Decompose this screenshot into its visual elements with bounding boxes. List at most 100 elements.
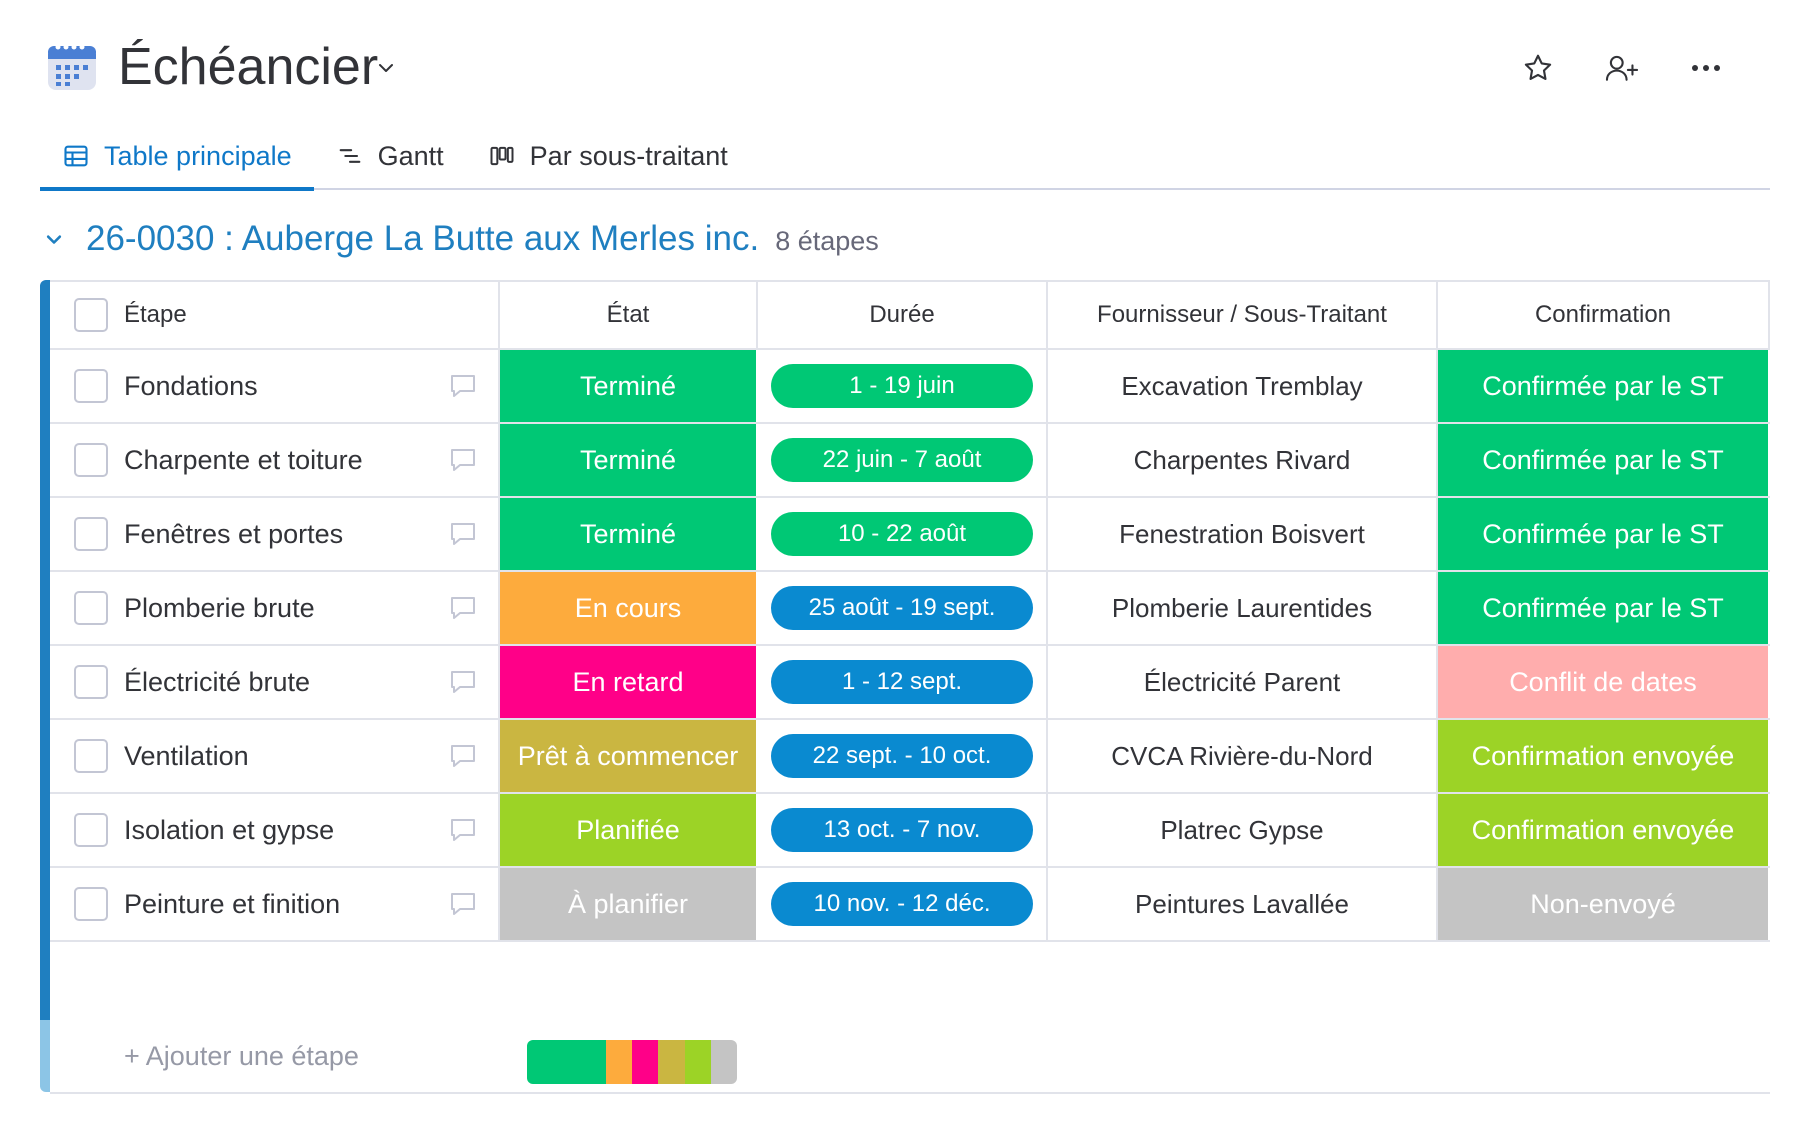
duration-cell[interactable]: 1 - 12 sept. [758,646,1048,718]
confirmation-cell[interactable]: Confirmée par le ST [1438,572,1770,644]
item-name[interactable]: Charpente et toiture [124,444,363,475]
invite-button[interactable] [1602,48,1642,88]
duration-cell[interactable]: 10 - 22 août [758,498,1048,570]
gantt-icon [339,149,361,163]
table-row[interactable]: Ventilation Prêt à commencer 22 sept. - … [50,720,1770,794]
item-name-cell[interactable]: Plomberie brute [50,572,500,644]
item-name-cell[interactable]: Fondations [50,350,500,422]
row-checkbox[interactable] [74,591,108,625]
item-name[interactable]: Isolation et gypse [124,814,335,845]
table-row[interactable]: Charpente et toiture Terminé 22 juin - 7… [50,424,1770,498]
duration-cell[interactable]: 13 oct. - 7 nov. [758,794,1048,866]
row-checkbox[interactable] [74,887,108,921]
duration-cell[interactable]: 10 nov. - 12 déc. [758,868,1048,940]
supplier-cell[interactable]: Électricité Parent [1048,646,1438,718]
item-name[interactable]: Fondations [124,370,258,401]
item-name[interactable]: Fenêtres et portes [124,518,344,549]
status-cell[interactable]: Terminé [500,424,758,496]
confirmation-cell[interactable]: Conflit de dates [1438,646,1770,718]
confirmation-cell[interactable]: Confirmée par le ST [1438,350,1770,422]
row-checkbox[interactable] [74,369,108,403]
duration-cell[interactable]: 25 août - 19 sept. [758,572,1048,644]
comment-icon[interactable] [448,668,478,696]
confirmation-cell[interactable]: Non-envoyé [1438,868,1770,940]
group-title[interactable]: 26-0030 : Auberge La Butte aux Merles in… [86,219,760,258]
state-summary-bar[interactable] [527,1040,737,1084]
comment-icon[interactable] [448,446,478,474]
item-name-cell[interactable]: Fenêtres et portes [50,498,500,570]
item-name-cell[interactable]: Charpente et toiture [50,424,500,496]
row-checkbox[interactable] [74,813,108,847]
column-header-confirmation[interactable]: Confirmation [1438,282,1770,348]
duration-cell[interactable]: 22 juin - 7 août [758,424,1048,496]
timeline-pill[interactable]: 25 août - 19 sept. [771,586,1033,630]
select-all-checkbox[interactable] [74,298,108,332]
comment-icon[interactable] [448,520,478,548]
status-cell[interactable]: Prêt à commencer [500,720,758,792]
row-checkbox[interactable] [74,517,108,551]
timeline-pill[interactable]: 13 oct. - 7 nov. [771,808,1033,852]
comment-icon[interactable] [448,890,478,918]
item-name-cell[interactable]: Peinture et finition [50,868,500,940]
confirmation-cell[interactable]: Confirmée par le ST [1438,498,1770,570]
tab-gantt[interactable]: Gantt [314,124,466,188]
status-cell[interactable]: Terminé [500,498,758,570]
column-header-state[interactable]: État [500,282,758,348]
column-header-name: Étape [50,282,500,348]
status-cell[interactable]: En cours [500,572,758,644]
item-name-cell[interactable]: Ventilation [50,720,500,792]
column-header-duration[interactable]: Durée [758,282,1048,348]
supplier-cell[interactable]: Plomberie Laurentides [1048,572,1438,644]
comment-icon[interactable] [448,594,478,622]
tab-table-principale[interactable]: Table principale [40,124,314,191]
table-row[interactable]: Fenêtres et portes Terminé 10 - 22 août … [50,498,1770,572]
add-item-row[interactable]: + Ajouter une étape [50,1020,1770,1094]
item-name[interactable]: Plomberie brute [124,592,315,623]
timeline-pill[interactable]: 10 nov. - 12 déc. [771,882,1033,926]
item-name[interactable]: Ventilation [124,740,249,771]
item-name-cell[interactable]: Isolation et gypse [50,794,500,866]
supplier-cell[interactable]: Peintures Lavallée [1048,868,1438,940]
table-row[interactable]: Isolation et gypse Planifiée 13 oct. - 7… [50,794,1770,868]
tab-par-sous-traitant[interactable]: Par sous-traitant [466,124,750,188]
comment-icon[interactable] [448,816,478,844]
row-checkbox[interactable] [74,665,108,699]
table-row[interactable]: Peinture et finition À planifier 10 nov.… [50,868,1770,942]
status-cell[interactable]: À planifier [500,868,758,940]
timeline-pill[interactable]: 1 - 12 sept. [771,660,1033,704]
timeline-pill[interactable]: 22 juin - 7 août [771,438,1033,482]
duration-cell[interactable]: 1 - 19 juin [758,350,1048,422]
comment-icon[interactable] [448,742,478,770]
chevron-down-icon[interactable] [40,225,68,253]
status-cell[interactable]: Terminé [500,350,758,422]
item-name[interactable]: Électricité brute [124,666,311,697]
timeline-pill[interactable]: 1 - 19 juin [771,364,1033,408]
row-checkbox[interactable] [74,443,108,477]
supplier-cell[interactable]: CVCA Rivière-du-Nord [1048,720,1438,792]
comment-icon[interactable] [448,372,478,400]
confirmation-cell[interactable]: Confirmée par le ST [1438,424,1770,496]
table-row[interactable]: Fondations Terminé 1 - 19 juin Excavatio… [50,350,1770,424]
timeline-pill[interactable]: 10 - 22 août [771,512,1033,556]
row-checkbox[interactable] [74,739,108,773]
table-row[interactable]: Électricité brute En retard 1 - 12 sept.… [50,646,1770,720]
favorite-button[interactable] [1518,48,1558,88]
supplier-cell[interactable]: Excavation Tremblay [1048,350,1438,422]
board-title[interactable]: Échéancier [118,38,379,96]
status-cell[interactable]: En retard [500,646,758,718]
column-header-supplier[interactable]: Fournisseur / Sous-Traitant [1048,282,1438,348]
status-cell[interactable]: Planifiée [500,794,758,866]
more-options-button[interactable] [1686,48,1726,88]
timeline-pill[interactable]: 22 sept. - 10 oct. [771,734,1033,778]
duration-cell[interactable]: 22 sept. - 10 oct. [758,720,1048,792]
supplier-cell[interactable]: Charpentes Rivard [1048,424,1438,496]
item-name[interactable]: Peinture et finition [124,888,341,919]
supplier-cell[interactable]: Platrec Gypse [1048,794,1438,866]
supplier-cell[interactable]: Fenestration Boisvert [1048,498,1438,570]
confirmation-cell[interactable]: Confirmation envoyée [1438,720,1770,792]
view-tabs: Table principale Gantt Par sous-traitant [40,124,1770,191]
table-row[interactable]: Plomberie brute En cours 25 août - 19 se… [50,572,1770,646]
item-name-cell[interactable]: Électricité brute [50,646,500,718]
chevron-down-icon[interactable] [374,56,398,80]
confirmation-cell[interactable]: Confirmation envoyée [1438,794,1770,866]
